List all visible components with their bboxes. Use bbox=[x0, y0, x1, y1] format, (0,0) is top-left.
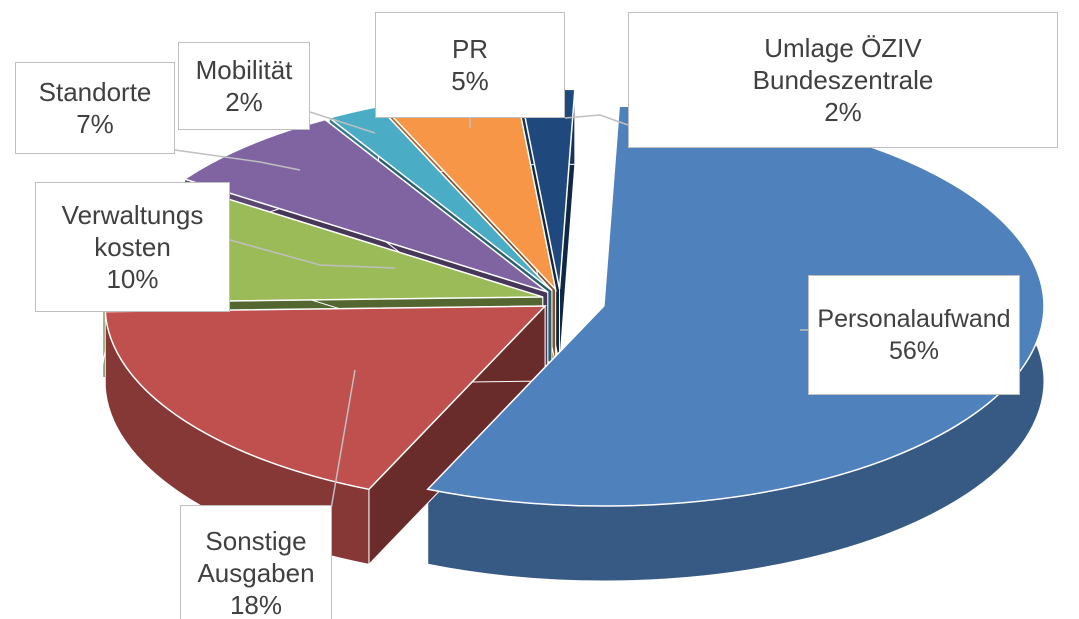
leader-line bbox=[564, 114, 629, 126]
label-value: 10% bbox=[106, 264, 159, 294]
label-name: Standorte bbox=[38, 77, 152, 107]
label-name: Verwaltungs kosten bbox=[61, 200, 204, 262]
label-value: 18% bbox=[229, 590, 283, 619]
leader-line bbox=[309, 111, 376, 134]
label-name: Mobilität bbox=[195, 55, 293, 85]
data-label: Standorte 7% bbox=[15, 62, 175, 154]
data-label: Verwaltungs kosten 10% bbox=[35, 182, 230, 312]
label-value: 7% bbox=[76, 109, 114, 139]
label-name: PR bbox=[451, 34, 489, 64]
leader-line bbox=[174, 149, 301, 171]
data-label: Sonstige Ausgaben 18% bbox=[180, 505, 332, 619]
data-label: Personalaufwand 56% bbox=[808, 275, 1020, 395]
data-label: Umlage ÖZIV Bundeszentrale 2% bbox=[628, 12, 1058, 148]
label-name: Sonstige Ausgaben bbox=[197, 526, 315, 588]
label-value: 2% bbox=[225, 87, 263, 117]
pie-slice bbox=[182, 118, 549, 293]
label-value: 2% bbox=[824, 97, 862, 127]
label-value: 56% bbox=[888, 337, 940, 365]
data-label: PR 5% bbox=[375, 12, 565, 118]
label-name: Personalaufwand bbox=[817, 305, 1011, 333]
data-label: Mobilität 2% bbox=[178, 42, 310, 130]
label-name: Umlage ÖZIV Bundeszentrale bbox=[752, 33, 934, 95]
pie-slice bbox=[104, 305, 547, 491]
label-value: 5% bbox=[451, 66, 489, 96]
leader-line bbox=[329, 369, 356, 516]
leader-line bbox=[229, 239, 396, 269]
